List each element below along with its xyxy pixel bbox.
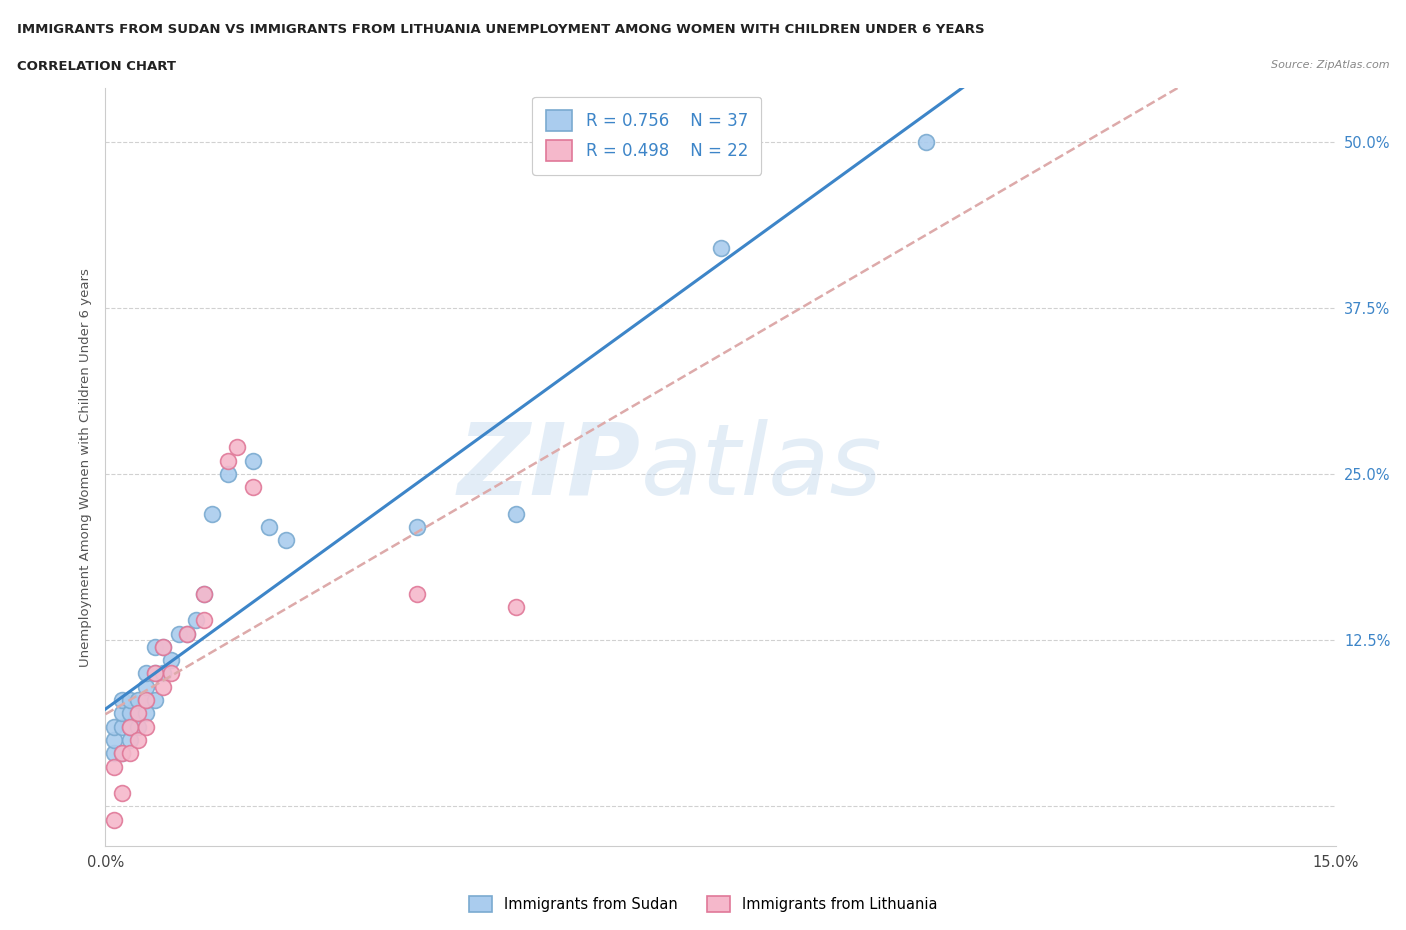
Point bbox=[120, 719, 141, 734]
Point bbox=[193, 586, 215, 601]
Point bbox=[120, 706, 141, 721]
Point bbox=[152, 640, 174, 655]
Point bbox=[127, 693, 149, 708]
Point bbox=[135, 706, 157, 721]
Point bbox=[103, 733, 125, 748]
Point bbox=[120, 733, 141, 748]
Point bbox=[184, 613, 207, 628]
Text: ZIP: ZIP bbox=[457, 418, 641, 516]
Text: CORRELATION CHART: CORRELATION CHART bbox=[17, 60, 176, 73]
Point bbox=[127, 719, 149, 734]
Point bbox=[103, 759, 125, 774]
Point bbox=[127, 706, 149, 721]
Point bbox=[505, 600, 527, 615]
Point bbox=[127, 706, 149, 721]
Point bbox=[103, 812, 125, 827]
Point bbox=[111, 746, 134, 761]
Point bbox=[152, 679, 174, 694]
Point bbox=[103, 746, 125, 761]
Y-axis label: Unemployment Among Women with Children Under 6 years: Unemployment Among Women with Children U… bbox=[79, 268, 91, 667]
Point bbox=[218, 467, 240, 482]
Point bbox=[120, 746, 141, 761]
Point bbox=[143, 666, 166, 681]
Text: IMMIGRANTS FROM SUDAN VS IMMIGRANTS FROM LITHUANIA UNEMPLOYMENT AMONG WOMEN WITH: IMMIGRANTS FROM SUDAN VS IMMIGRANTS FROM… bbox=[17, 23, 984, 36]
Point bbox=[914, 134, 936, 149]
Point bbox=[111, 693, 134, 708]
Point bbox=[259, 520, 281, 535]
Point bbox=[218, 453, 240, 468]
Point bbox=[120, 719, 141, 734]
Point bbox=[103, 719, 125, 734]
Point bbox=[135, 693, 157, 708]
Point bbox=[135, 719, 157, 734]
Point bbox=[120, 693, 141, 708]
Legend: R = 0.756    N = 37, R = 0.498    N = 22: R = 0.756 N = 37, R = 0.498 N = 22 bbox=[533, 97, 761, 175]
Point bbox=[111, 786, 134, 801]
Text: Source: ZipAtlas.com: Source: ZipAtlas.com bbox=[1271, 60, 1389, 71]
Point bbox=[160, 666, 183, 681]
Point bbox=[135, 693, 157, 708]
Point bbox=[406, 520, 429, 535]
Point bbox=[242, 453, 264, 468]
Point bbox=[710, 241, 733, 256]
Point bbox=[242, 480, 264, 495]
Point bbox=[143, 693, 166, 708]
Point bbox=[152, 666, 174, 681]
Point bbox=[505, 507, 527, 522]
Point bbox=[193, 613, 215, 628]
Point bbox=[135, 666, 157, 681]
Point bbox=[406, 586, 429, 601]
Point bbox=[152, 640, 174, 655]
Point bbox=[135, 679, 157, 694]
Point bbox=[111, 719, 134, 734]
Point bbox=[274, 533, 297, 548]
Point bbox=[143, 666, 166, 681]
Point bbox=[225, 440, 247, 455]
Point bbox=[160, 653, 183, 668]
Point bbox=[111, 746, 134, 761]
Text: atlas: atlas bbox=[641, 418, 882, 516]
Point bbox=[176, 626, 198, 641]
Point bbox=[127, 733, 149, 748]
Point bbox=[201, 507, 224, 522]
Legend: Immigrants from Sudan, Immigrants from Lithuania: Immigrants from Sudan, Immigrants from L… bbox=[463, 891, 943, 918]
Point bbox=[176, 626, 198, 641]
Point bbox=[193, 586, 215, 601]
Point bbox=[143, 640, 166, 655]
Point bbox=[111, 706, 134, 721]
Point bbox=[169, 626, 191, 641]
